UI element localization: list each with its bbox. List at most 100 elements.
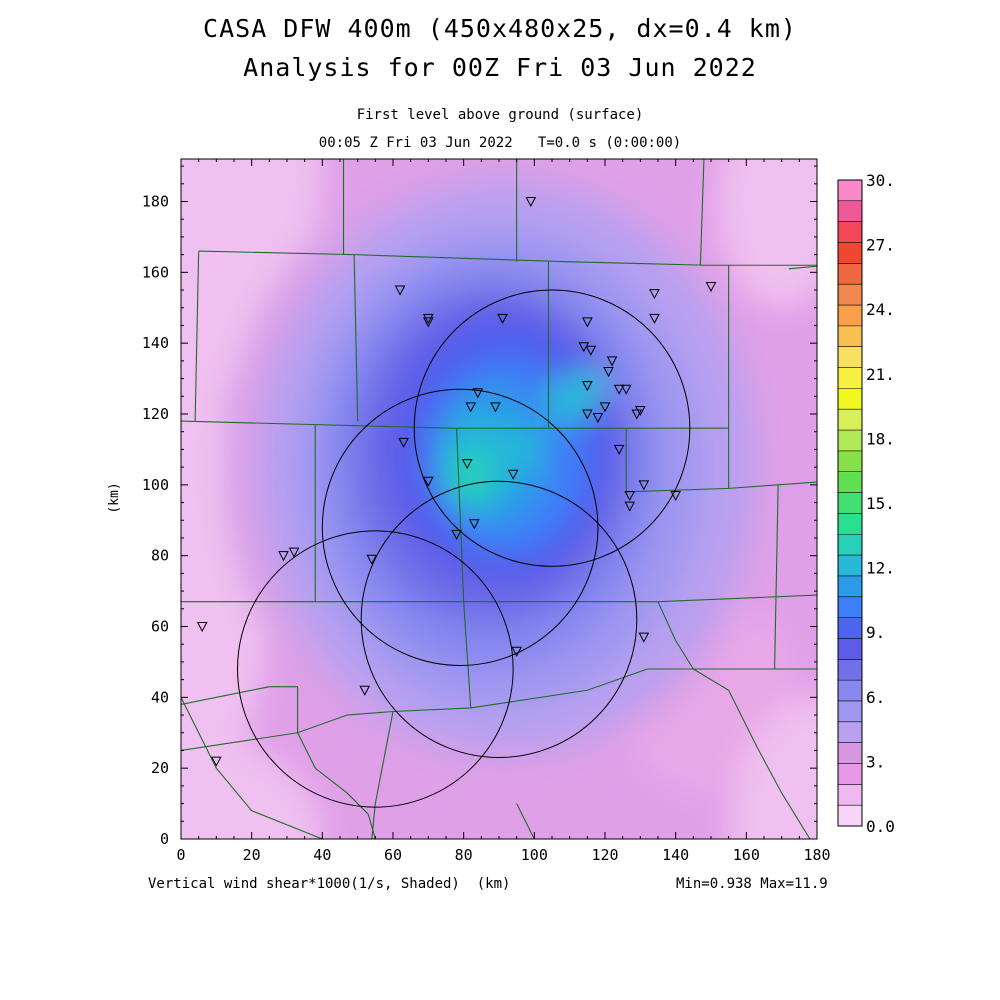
station-marker	[196, 622, 208, 633]
colorbar-label: 0.0	[866, 817, 895, 836]
colorbar-label: 6.	[866, 688, 885, 707]
y-tick-label: 60	[151, 618, 169, 636]
colorbar-swatch	[838, 492, 862, 514]
colorbar-swatch	[838, 805, 862, 827]
colorbar-label: 18.	[866, 429, 895, 448]
colorbar-label: 27.	[866, 236, 895, 255]
min-max-readout: Min=0.938 Max=11.9	[676, 876, 828, 892]
station-marker	[490, 402, 501, 413]
colorbar-label: 3.	[866, 752, 885, 771]
x-tick-label: 60	[384, 846, 402, 864]
radar-ring	[360, 480, 638, 759]
colorbar-swatch	[838, 430, 862, 452]
station-marker	[525, 197, 537, 208]
colorbar-swatch	[838, 638, 862, 660]
radar-ring	[321, 388, 599, 666]
station-marker	[288, 547, 300, 558]
x-tick-label: 180	[803, 846, 830, 864]
chart-subtitle-time: 00:05 Z Fri 03 Jun 2022 T=0.0 s (0:00:00…	[318, 135, 682, 151]
station-marker	[578, 342, 590, 353]
station-marker	[472, 388, 484, 399]
colorbar-swatch	[838, 346, 862, 369]
station-marker	[211, 756, 222, 767]
station-marker	[398, 437, 409, 448]
station-markers	[196, 197, 717, 767]
colorbar-swatch	[838, 305, 862, 327]
station-marker	[670, 490, 681, 502]
colorbar-swatch	[838, 180, 862, 202]
field-contour	[181, 732, 323, 839]
station-marker	[366, 554, 378, 565]
county-boundaries	[181, 159, 817, 839]
county-boundary-line	[516, 803, 535, 839]
station-marker	[624, 490, 636, 502]
station-marker	[599, 402, 611, 413]
x-tick-label: 140	[662, 846, 689, 864]
county-boundary-line	[774, 484, 779, 670]
colorbar-swatch	[838, 284, 862, 306]
x-tick-label: 120	[591, 846, 618, 864]
radar-ring	[413, 289, 691, 567]
colorbar-swatch	[838, 471, 862, 494]
field-contour	[718, 159, 817, 308]
colorbar-frame	[837, 179, 863, 827]
colorbar-swatch	[838, 680, 862, 702]
station-marker	[507, 469, 519, 480]
colorbar-swatch	[838, 742, 862, 764]
county-boundary-line	[699, 159, 705, 266]
x-tick-label: 160	[733, 846, 760, 864]
colorbar-label: 30.	[866, 171, 895, 190]
radar-range-rings	[237, 289, 691, 808]
colorbar-swatch	[838, 200, 862, 223]
colorbar-swatch	[838, 242, 862, 264]
colorbar-swatch	[838, 784, 862, 806]
county-boundary-line	[693, 668, 811, 839]
y-tick-label: 140	[142, 334, 169, 352]
station-marker	[394, 285, 406, 296]
station-marker	[497, 313, 508, 324]
county-boundary-line	[198, 250, 817, 266]
colorbar-label: 24.	[866, 300, 895, 319]
station-marker	[423, 476, 434, 487]
colorbar-swatch	[838, 555, 862, 577]
y-tick-label: 20	[151, 759, 169, 777]
y-tick-label: 80	[151, 547, 169, 565]
station-marker	[613, 444, 625, 455]
y-tick-label: 100	[142, 476, 169, 494]
field-contour	[181, 159, 323, 407]
station-marker	[649, 289, 660, 300]
station-marker	[465, 402, 477, 413]
county-boundary-line	[194, 251, 200, 422]
colorbar-swatch	[838, 534, 862, 556]
y-tick-label: 160	[142, 263, 169, 281]
station-marker	[451, 529, 462, 540]
station-marker	[649, 313, 660, 324]
colorbar-swatch	[838, 450, 862, 473]
station-marker	[638, 632, 650, 643]
colorbar-swatch	[838, 617, 862, 639]
colorbar-swatch	[838, 409, 862, 431]
colorbar-swatch	[838, 763, 862, 785]
x-tick-label: 0	[176, 846, 185, 864]
station-marker	[359, 685, 371, 696]
station-marker	[620, 384, 632, 395]
county-boundary-line	[456, 428, 465, 602]
colorbar-swatch	[838, 596, 862, 619]
colorbar-label: 21.	[866, 365, 895, 384]
station-marker	[423, 317, 434, 328]
county-boundary-line	[181, 686, 298, 705]
county-boundary-line	[788, 265, 817, 270]
field-contour	[449, 449, 492, 507]
colorbar-swatch	[838, 659, 862, 681]
county-boundary-line	[657, 601, 694, 670]
county-boundary-line	[297, 732, 376, 839]
station-marker	[468, 519, 480, 530]
chart-title-analysis: Analysis for 00Z Fri 03 Jun 2022	[243, 53, 757, 82]
station-marker	[624, 501, 636, 512]
colorbar-label: 15.	[866, 494, 895, 513]
station-marker	[585, 345, 597, 356]
station-marker	[638, 480, 650, 491]
field-contour	[573, 367, 609, 404]
